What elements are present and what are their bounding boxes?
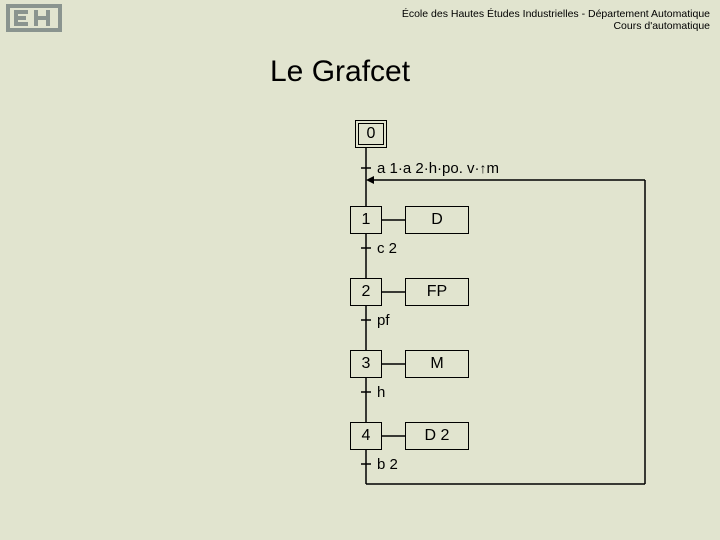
action-box: M — [405, 350, 469, 378]
rising-edge-icon: ↑ — [480, 161, 487, 175]
org-block: École des Hautes Études Industrielles - … — [402, 8, 710, 32]
initial-step-box: 0 — [355, 120, 387, 148]
transition-label: c 2 — [377, 240, 397, 257]
step-id: 2 — [362, 283, 371, 301]
logo — [6, 4, 62, 37]
page-title: Le Grafcet — [270, 55, 410, 89]
action-label: M — [430, 355, 443, 373]
header: École des Hautes Études Industrielles - … — [0, 0, 720, 40]
step-box: 3 — [350, 350, 382, 378]
step-box: 2 — [350, 278, 382, 306]
action-label: D 2 — [425, 427, 450, 445]
org-line2: Cours d'automatique — [402, 20, 710, 32]
action-label: FP — [427, 283, 447, 301]
step-id: 0 — [367, 125, 376, 143]
step-id: 4 — [362, 427, 371, 445]
action-box: D — [405, 206, 469, 234]
grafcet-diagram: a 1·a 2·h·po. v·↑m c 2 pf h b 2 0 1 D 2 FP 3 M 4 D 2 — [345, 120, 655, 520]
org-line1: École des Hautes Études Industrielles - … — [402, 8, 710, 20]
step-id: 3 — [362, 355, 371, 373]
action-label: D — [431, 211, 443, 229]
transition-label: a 1·a 2·h·po. v·↑m — [377, 160, 499, 177]
action-box: FP — [405, 278, 469, 306]
step-id: 1 — [362, 211, 371, 229]
slide: École des Hautes Études Industrielles - … — [0, 0, 720, 540]
step-box: 1 — [350, 206, 382, 234]
step-box: 4 — [350, 422, 382, 450]
action-box: D 2 — [405, 422, 469, 450]
transition-label: b 2 — [377, 456, 398, 473]
transition-label: pf — [377, 312, 390, 329]
transition-label: h — [377, 384, 385, 401]
